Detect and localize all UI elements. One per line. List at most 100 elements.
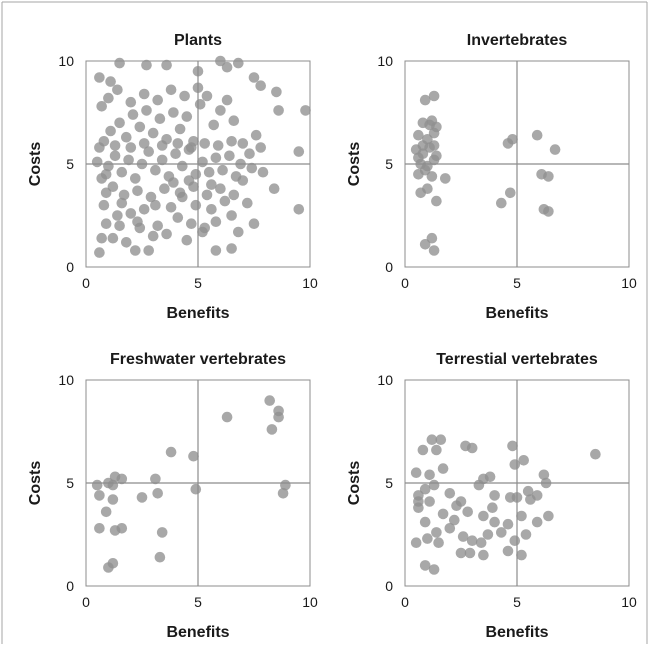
x-tick-label: 0 xyxy=(82,275,90,291)
data-point xyxy=(502,518,514,530)
x-tick-label: 0 xyxy=(82,594,90,610)
x-axis-label: Benefits xyxy=(485,624,548,641)
data-point xyxy=(206,179,217,190)
y-tick-label: 5 xyxy=(385,475,393,491)
data-point xyxy=(107,181,119,192)
data-point xyxy=(210,245,222,256)
x-tick-label: 10 xyxy=(621,275,637,291)
data-point xyxy=(94,142,105,153)
data-point xyxy=(103,92,114,104)
data-point xyxy=(197,156,208,168)
data-point xyxy=(428,245,440,256)
data-point xyxy=(449,514,460,526)
data-point xyxy=(183,175,195,186)
data-point xyxy=(531,516,543,528)
data-point xyxy=(103,562,114,573)
data-point xyxy=(91,479,103,491)
data-point xyxy=(116,197,128,209)
data-point xyxy=(136,492,148,503)
data-point xyxy=(174,187,186,199)
data-point xyxy=(208,119,219,131)
data-point xyxy=(201,189,213,201)
data-point xyxy=(525,494,536,505)
data-point xyxy=(255,80,266,91)
data-point xyxy=(264,395,276,406)
data-point xyxy=(123,154,134,166)
data-point xyxy=(466,442,478,454)
data-point xyxy=(507,134,518,145)
data-point xyxy=(437,463,449,474)
data-point xyxy=(410,467,422,479)
data-point xyxy=(268,183,280,194)
data-point xyxy=(226,210,237,221)
data-point xyxy=(94,247,105,258)
y-tick-label: 5 xyxy=(385,156,393,172)
data-point xyxy=(549,144,561,155)
data-point xyxy=(165,84,177,96)
data-point xyxy=(455,547,467,559)
data-point xyxy=(210,152,222,164)
data-point xyxy=(138,138,150,149)
data-point xyxy=(428,140,440,151)
data-point xyxy=(221,61,233,73)
data-point xyxy=(489,516,500,528)
data-point xyxy=(509,459,521,470)
data-point xyxy=(417,140,429,151)
x-tick-label: 5 xyxy=(513,275,521,291)
data-point xyxy=(487,502,498,513)
data-point xyxy=(419,164,431,176)
data-point xyxy=(475,537,487,548)
data-point xyxy=(94,490,105,501)
x-axis-label: Benefits xyxy=(166,305,229,322)
x-axis-label: Benefits xyxy=(166,624,229,641)
data-point xyxy=(150,199,161,211)
data-point xyxy=(156,154,168,166)
data-point xyxy=(424,119,435,131)
data-point xyxy=(134,121,146,133)
data-point xyxy=(152,488,163,499)
data-point xyxy=(91,156,103,168)
data-point xyxy=(132,216,143,227)
data-point xyxy=(496,197,507,209)
data-point xyxy=(531,129,543,141)
data-point xyxy=(190,199,202,211)
data-point xyxy=(273,411,284,423)
data-point xyxy=(428,154,440,166)
data-point xyxy=(94,523,105,534)
data-point xyxy=(105,76,116,87)
data-point xyxy=(221,411,233,423)
data-point xyxy=(413,152,424,164)
data-point xyxy=(424,496,435,507)
data-point xyxy=(435,434,447,446)
data-point xyxy=(242,197,253,209)
y-tick-label: 10 xyxy=(377,372,393,388)
x-tick-label: 0 xyxy=(401,275,409,291)
data-point xyxy=(203,166,215,178)
data-point xyxy=(96,232,107,244)
data-point xyxy=(516,510,527,522)
data-point xyxy=(94,72,105,83)
data-point xyxy=(194,99,206,110)
data-point xyxy=(590,448,601,460)
data-point xyxy=(428,127,440,139)
data-point xyxy=(496,527,507,538)
data-point xyxy=(440,173,451,184)
data-point xyxy=(156,527,168,538)
data-point xyxy=(186,218,197,229)
data-point xyxy=(428,479,440,491)
data-point xyxy=(419,239,431,250)
data-point xyxy=(489,490,500,501)
data-point xyxy=(478,510,489,522)
data-point xyxy=(168,107,179,118)
data-point xyxy=(237,138,249,149)
data-point xyxy=(419,560,431,571)
data-point xyxy=(413,129,424,141)
data-point xyxy=(179,90,190,102)
data-point xyxy=(444,488,456,499)
data-point xyxy=(266,424,278,435)
data-point xyxy=(188,450,199,462)
data-point xyxy=(257,166,269,178)
y-tick-label: 5 xyxy=(66,156,74,172)
data-point xyxy=(466,535,478,546)
